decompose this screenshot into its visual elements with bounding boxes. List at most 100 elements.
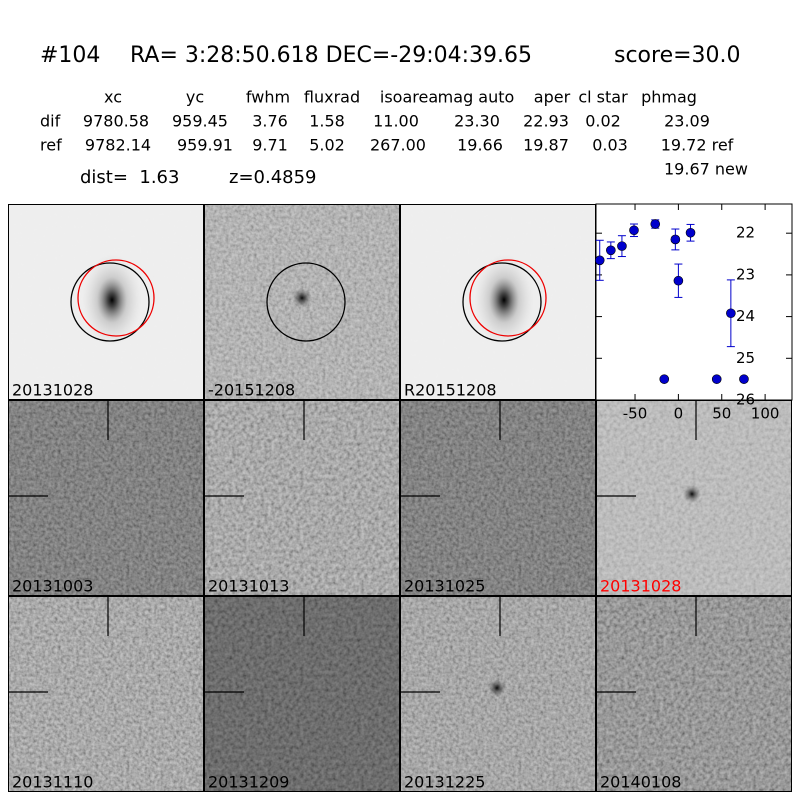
data-point: [685, 227, 696, 238]
table-cell: 3.76: [252, 112, 288, 131]
image-panel: 20131225: [400, 596, 596, 792]
panel-noise: [204, 400, 400, 596]
panel-label: R20151208: [404, 381, 497, 400]
aperture-red: [469, 259, 547, 337]
data-point: [606, 245, 616, 256]
data-point: [673, 275, 684, 286]
table-cell: 1.58: [309, 112, 345, 131]
panel-frame: [400, 596, 596, 792]
panel-frame: [204, 204, 400, 400]
panel-frame: [596, 596, 792, 792]
table-cell: 959.45: [172, 112, 228, 131]
source: [292, 288, 312, 308]
panel-label: 20131013: [208, 577, 289, 596]
column-header: aper: [534, 88, 571, 107]
panel-noise: [596, 596, 792, 792]
column-header: xc: [104, 88, 122, 107]
table-cell: 19.72 ref: [661, 136, 734, 155]
panel-noise: [8, 400, 204, 596]
table-cell: 19.66: [457, 136, 503, 155]
column-header: isoarea: [380, 88, 438, 107]
panel-noise: [400, 400, 596, 596]
coordinates: RA= 3:28:50.618 DEC=-29:04:39.65: [130, 43, 532, 68]
data-point: [739, 374, 749, 384]
column-header: phmag: [641, 88, 697, 107]
image-panel: 20131209: [204, 596, 400, 792]
table-cell: 267.00: [370, 136, 426, 155]
column-header: yc: [186, 88, 204, 107]
row-label: dif: [40, 112, 61, 131]
panel-noise: [204, 596, 400, 792]
y-tick-label: 22: [736, 224, 755, 242]
x-tick-label: 50: [712, 405, 731, 423]
panel-label: -20151208: [208, 381, 295, 400]
galaxy: [474, 254, 534, 346]
plot-bg: [595, 203, 793, 401]
table-cell: 23.30: [454, 112, 500, 131]
table-cell: 959.91: [177, 136, 233, 155]
column-header: fwhm: [246, 88, 290, 107]
table-cell: 19.87: [523, 136, 569, 155]
aperture-black: [70, 262, 150, 342]
image-panel: -20151208: [204, 204, 400, 400]
x-tick-label: -50: [623, 405, 648, 423]
data-point: [726, 308, 736, 319]
data-point: [659, 374, 670, 384]
panel-frame: [8, 596, 204, 792]
panel-label: 20131003: [12, 577, 93, 596]
data-point: [594, 255, 605, 266]
light-curve: -50 0 50 100 22 23 24 25 26: [594, 203, 793, 423]
y-tick-label: 23: [736, 265, 755, 283]
row-label: ref: [40, 136, 62, 155]
score: score=30.0: [614, 43, 741, 68]
panel-frame: [8, 400, 204, 596]
data-point: [617, 241, 627, 251]
y-tick-label: 25: [736, 349, 755, 367]
aperture-black: [266, 262, 346, 342]
x-tick-label: 0: [674, 405, 684, 423]
column-header: fluxrad: [304, 88, 360, 107]
table-cell: 0.02: [585, 112, 621, 131]
column-header: cl star: [578, 88, 628, 107]
panel-label: 20131028: [600, 577, 681, 596]
table-cell: 9782.14: [85, 136, 151, 155]
panel-label: 20131209: [208, 773, 289, 792]
image-panel: 20140108: [596, 596, 792, 792]
panel-label: 20131028: [12, 381, 93, 400]
table-cell: 9780.58: [83, 112, 149, 131]
phmag-new: 19.67 new: [664, 160, 748, 179]
panel-frame: [8, 204, 204, 400]
y-tick-label: 26: [736, 391, 755, 409]
panel-label: 20140108: [600, 773, 681, 792]
panel-frame: [204, 400, 400, 596]
distance: dist= 1.63: [80, 167, 179, 188]
redshift: z=0.4859: [229, 167, 317, 188]
table-cell: 5.02: [309, 136, 345, 155]
data-point: [629, 225, 639, 236]
table-cell: 0.03: [592, 136, 628, 155]
table-cell: 9.71: [252, 136, 288, 155]
table-cell: 11.00: [373, 112, 419, 131]
image-panel: 20131003: [8, 400, 204, 596]
table-cell: 22.93: [523, 112, 569, 131]
galaxy: [82, 254, 142, 346]
aperture-black: [462, 262, 542, 342]
y-tick-label: 24: [736, 307, 755, 325]
candidate-id: #104: [40, 43, 100, 68]
image-panel: R20151208: [400, 204, 596, 400]
panel-frame: [400, 400, 596, 596]
x-tick-label: 100: [751, 405, 780, 423]
panel-label: 20131225: [404, 773, 485, 792]
table-cell: 23.09: [664, 112, 710, 131]
panel-frame: [204, 596, 400, 792]
image-panel: 20131028: [8, 204, 204, 400]
image-panel: 20131028: [596, 400, 792, 596]
data-point: [650, 219, 661, 229]
data-point: [670, 234, 681, 245]
source: [488, 679, 506, 697]
image-panel: 20131025: [400, 400, 596, 596]
source: [683, 485, 701, 503]
aperture-red: [77, 259, 155, 337]
column-header: mag auto: [438, 88, 515, 107]
